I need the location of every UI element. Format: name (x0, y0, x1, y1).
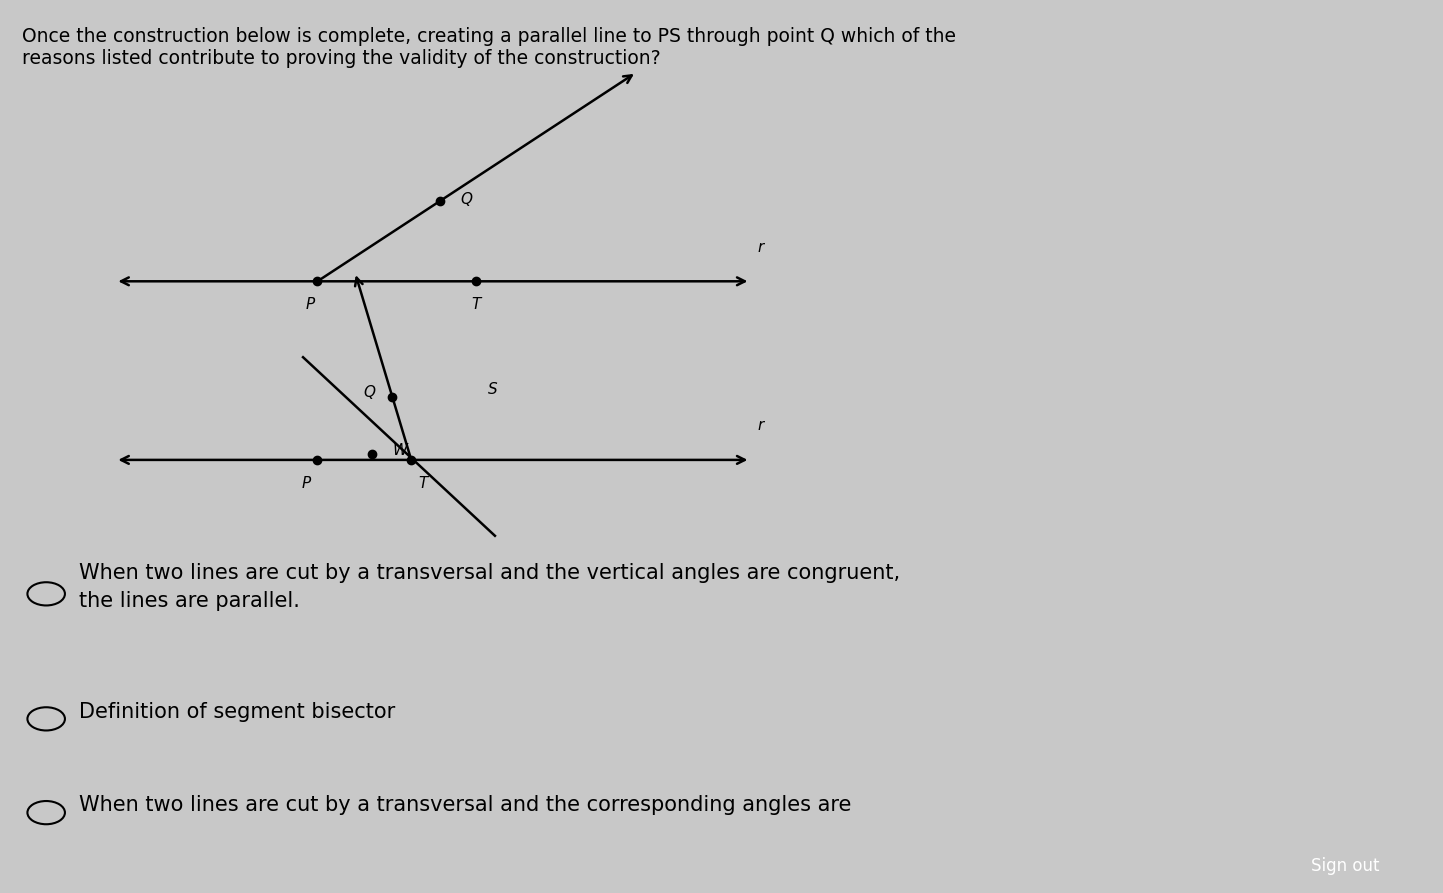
Text: Q: Q (364, 386, 375, 400)
Text: P: P (306, 297, 315, 313)
Text: Once the construction below is complete, creating a parallel line to PS through : Once the construction below is complete,… (22, 27, 955, 68)
Text: Definition of segment bisector: Definition of segment bisector (79, 702, 395, 722)
Text: When two lines are cut by a transversal and the corresponding angles are: When two lines are cut by a transversal … (79, 796, 851, 815)
Text: T: T (472, 297, 481, 313)
Text: P: P (302, 476, 310, 491)
Text: Q: Q (460, 192, 472, 206)
Text: When two lines are cut by a transversal and the vertical angles are congruent,
t: When two lines are cut by a transversal … (79, 563, 900, 611)
Text: W: W (392, 444, 407, 458)
Text: S: S (488, 382, 498, 397)
Text: T: T (418, 476, 427, 491)
Text: r: r (758, 239, 763, 255)
Text: r: r (758, 418, 763, 433)
